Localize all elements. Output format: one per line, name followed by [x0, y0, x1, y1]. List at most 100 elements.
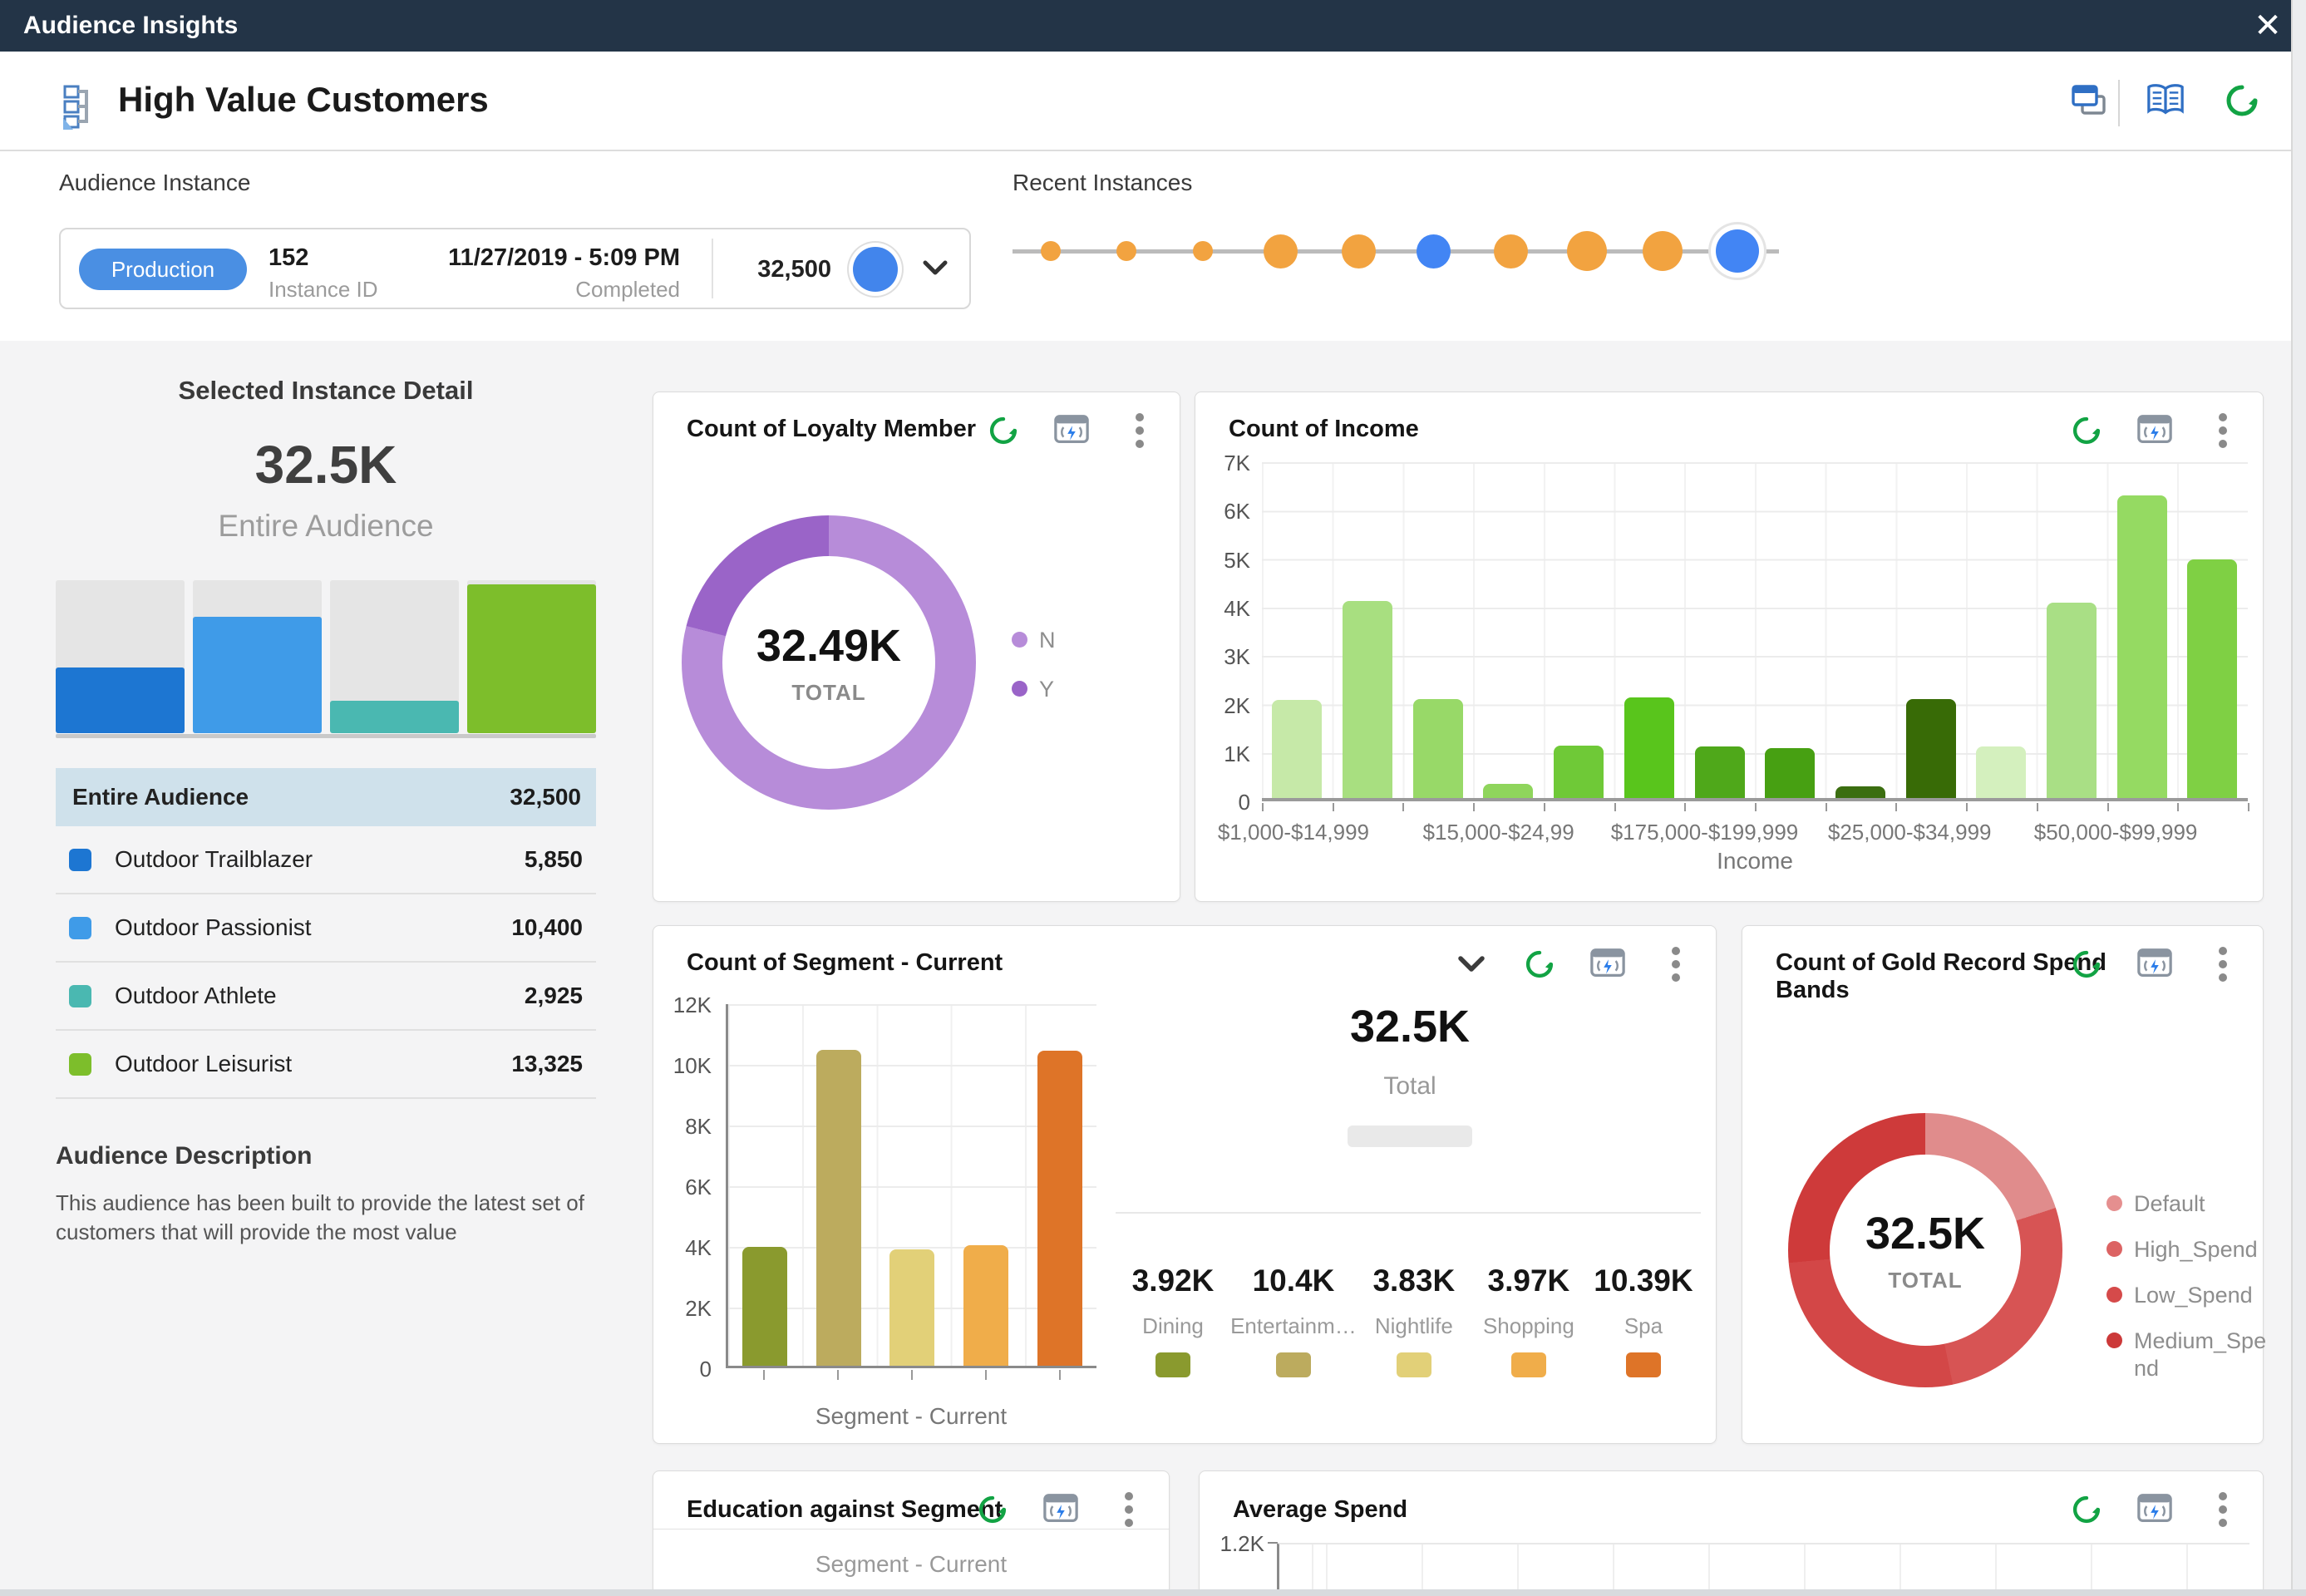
- instance-strip: Audience Instance Recent Instances Produ…: [0, 153, 2306, 341]
- auto-refresh-settings-icon[interactable]: [1042, 1491, 1079, 1528]
- y-axis-tick: 3K: [1224, 644, 1250, 670]
- refresh-icon[interactable]: [2068, 1491, 2105, 1528]
- auto-refresh-settings-icon[interactable]: [2136, 1491, 2173, 1528]
- x-axis-tick-mark: [985, 1370, 988, 1380]
- list-item[interactable]: Outdoor Passionist 10,400: [56, 894, 596, 963]
- refresh-icon[interactable]: [1521, 946, 1558, 983]
- cards-view-icon[interactable]: [2070, 81, 2108, 120]
- chevron-down-icon[interactable]: [1453, 946, 1490, 983]
- legend-label: High_Spend: [2134, 1237, 2258, 1262]
- avg-spend-chart: [1277, 1543, 2249, 1596]
- stat-label: Entertainm…: [1230, 1313, 1357, 1338]
- stat-value: 3.83K: [1372, 1264, 1456, 1298]
- card-count-of-gold-record-spend-bands: Count of Gold Record Spend Bands 32.5K T…: [1742, 925, 2267, 1444]
- timeline-instance-dot[interactable]: [1341, 234, 1376, 268]
- legend-item: Y: [1012, 676, 1172, 703]
- list-item[interactable]: Outdoor Athlete 2,925: [56, 963, 596, 1031]
- header-divider: [2118, 80, 2120, 126]
- x-axis-tick-mark: [1825, 803, 1827, 811]
- income-bar: [2116, 495, 2167, 798]
- timeline-instance-dot[interactable]: [1643, 231, 1683, 271]
- audience-description-text: This audience has been built to provide …: [56, 1190, 584, 1244]
- segment-value: 2,925: [524, 983, 583, 1008]
- auto-refresh-settings-icon[interactable]: [1053, 412, 1090, 449]
- auto-refresh-settings-icon[interactable]: [2136, 412, 2173, 449]
- legend-item: N: [1012, 627, 1172, 654]
- timeline-instance-dot[interactable]: [1416, 234, 1451, 268]
- x-axis-tick-mark: [2106, 803, 2109, 811]
- timeline-instance-dot[interactable]: [1493, 234, 1528, 268]
- segment-value: 5,850: [524, 846, 583, 872]
- segment-value: 13,325: [511, 1051, 583, 1076]
- instance-id-value: 152: [269, 244, 309, 271]
- x-axis-tick-mark: [2036, 803, 2038, 811]
- stat-label: Dining: [1142, 1313, 1204, 1338]
- refresh-icon[interactable]: [985, 412, 1022, 449]
- auto-refresh-settings-icon[interactable]: [2136, 946, 2173, 983]
- refresh-icon[interactable]: [2068, 946, 2105, 983]
- more-options-icon[interactable]: [2205, 412, 2241, 449]
- x-axis-tick-mark: [2248, 803, 2249, 811]
- chevron-down-icon[interactable]: [923, 259, 948, 282]
- audience-instance-selector[interactable]: Production 152 Instance ID 11/27/2019 - …: [59, 228, 971, 309]
- x-axis-tick-mark: [1755, 803, 1757, 811]
- instance-id-label: Instance ID: [269, 277, 378, 302]
- close-icon[interactable]: ✕: [2254, 7, 2282, 44]
- segment-divider: [1116, 1212, 1701, 1214]
- income-bar: [2047, 603, 2097, 798]
- refresh-icon[interactable]: [2223, 81, 2261, 120]
- vertical-scrollbar[interactable]: [2291, 0, 2306, 1596]
- x-axis-tick-mark: [1543, 803, 1545, 811]
- list-item[interactable]: Outdoor Trailblazer 5,850: [56, 826, 596, 894]
- window-bottom-edge: [0, 1589, 2306, 1596]
- more-options-icon[interactable]: [1111, 1491, 1147, 1528]
- y-axis-tick: 2K: [685, 1296, 712, 1321]
- card-title: Average Spend: [1233, 1496, 1408, 1523]
- timeline-instance-dot[interactable]: [1567, 231, 1607, 271]
- timeline-instance-dot[interactable]: [1041, 241, 1061, 261]
- segment-stat: 10.4K Entertainm…: [1230, 1264, 1357, 1377]
- report-book-icon[interactable]: [2146, 81, 2185, 120]
- segment-stat: 3.97K Shopping: [1471, 1264, 1586, 1377]
- income-bar: [1835, 786, 1885, 798]
- stat-swatch: [1155, 1352, 1191, 1377]
- timeline-instance-dot[interactable]: [1716, 229, 1759, 273]
- legend-dot: [1012, 632, 1027, 648]
- stat-swatch: [1275, 1352, 1311, 1377]
- income-bar: [1624, 697, 1674, 798]
- auto-refresh-settings-icon[interactable]: [1589, 946, 1626, 983]
- timeline-instance-dot[interactable]: [1116, 241, 1136, 261]
- segment-bar: [742, 1247, 788, 1366]
- legend-item: Medium_Spend: [2106, 1328, 2267, 1382]
- timeline-instance-dot[interactable]: [1263, 234, 1298, 268]
- legend-dot: [2106, 1241, 2122, 1257]
- selected-instance-panel: Selected Instance Detail 32.5K Entire Au…: [56, 376, 596, 1247]
- composition-bar: [330, 700, 459, 733]
- segment-axis-title: Segment - Current: [815, 1403, 1008, 1429]
- card-header-divider: [653, 1529, 1169, 1530]
- stat-value: 3.97K: [1487, 1264, 1570, 1298]
- list-item[interactable]: Entire Audience 32,500: [56, 768, 596, 826]
- panel-title: Selected Instance Detail: [178, 376, 474, 405]
- more-options-icon[interactable]: [1121, 412, 1158, 449]
- refresh-icon[interactable]: [2068, 412, 2105, 449]
- legend-label: Low_Spend: [2134, 1283, 2253, 1308]
- recent-instances-label: Recent Instances: [1013, 170, 1193, 195]
- more-options-icon[interactable]: [2205, 946, 2241, 983]
- refresh-icon[interactable]: [974, 1491, 1011, 1528]
- x-axis-tick-mark: [1332, 803, 1334, 811]
- list-item[interactable]: Outdoor Leisurist 13,325: [56, 1031, 596, 1099]
- instance-count: 32,500: [757, 256, 831, 283]
- segment-total-value: 32.5K: [1349, 1002, 1471, 1052]
- y-axis-tick: 2K: [1224, 692, 1250, 718]
- education-axis-label: Segment - Current: [815, 1551, 1008, 1577]
- panel-total-label: Entire Audience: [218, 509, 434, 543]
- timeline-instance-dot[interactable]: [1193, 241, 1213, 261]
- card-title: Count of Loyalty Member: [687, 416, 977, 442]
- stat-label: Spa: [1624, 1313, 1663, 1338]
- audience-hierarchy-icon: [62, 81, 110, 134]
- more-options-icon[interactable]: [1658, 946, 1694, 983]
- more-options-icon[interactable]: [2205, 1491, 2241, 1528]
- legend-item: High_Spend: [2106, 1236, 2267, 1264]
